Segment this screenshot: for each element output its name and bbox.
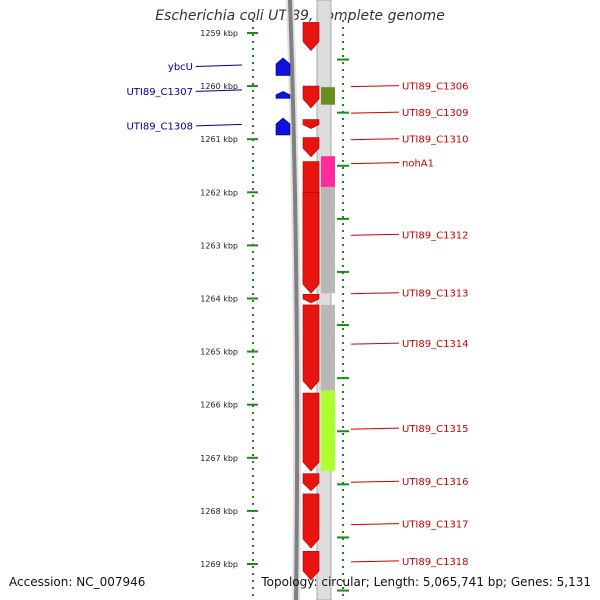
right-label-leader <box>350 523 400 526</box>
forward-gene-arrow <box>302 493 320 549</box>
left-gene-label: UTI89_C1307 <box>126 87 193 98</box>
map-title: Escherichia coli UTI89, complete genome <box>155 8 445 24</box>
axis-tick-label: 1269 kbp <box>200 560 238 569</box>
forward-gene-arrow <box>302 550 320 581</box>
right-label-leader <box>350 427 400 430</box>
reverse-gene-arrow <box>275 117 291 136</box>
reverse-gene-arrow <box>275 57 291 76</box>
right-gene-label: UTI89_C1306 <box>402 82 469 93</box>
genome-stats-text: Topology: circular; Length: 5,065,741 bp… <box>261 575 591 589</box>
feature-block <box>321 87 335 105</box>
feature-block <box>321 304 335 391</box>
left-label-leader <box>195 64 243 67</box>
left-label-leader <box>195 123 243 127</box>
left-gene-label: UTI89_C1308 <box>126 121 193 132</box>
axis-tick-label: 1267 kbp <box>200 454 238 463</box>
axis-tick-label: 1266 kbp <box>200 401 238 410</box>
axis-tick-label: 1265 kbp <box>200 348 238 357</box>
forward-gene-arrow <box>302 85 320 109</box>
forward-gene-arrow <box>302 473 320 492</box>
right-gene-label: UTI89_C1310 <box>402 135 469 146</box>
forward-gene-arrow <box>302 137 320 158</box>
left-label-leader <box>195 89 243 92</box>
right-label-leader <box>350 480 400 483</box>
right-label-leader <box>350 560 400 563</box>
axis-tick-label: 1262 kbp <box>200 188 238 197</box>
right-label-leader <box>350 292 400 295</box>
axis-tick-label: 1259 kbp <box>200 29 238 38</box>
axis-tick-label: 1268 kbp <box>200 507 238 516</box>
axis-tick-label: 1264 kbp <box>200 295 238 304</box>
forward-gene-arrow <box>302 192 320 294</box>
right-gene-label: nohA1 <box>402 159 434 170</box>
axis-tick-label: 1261 kbp <box>200 135 238 144</box>
right-label-leader <box>350 233 400 236</box>
right-gene-label: UTI89_C1318 <box>402 557 469 568</box>
right-gene-label: UTI89_C1316 <box>402 477 469 488</box>
reverse-gene-arrow <box>275 91 291 99</box>
right-gene-label: UTI89_C1312 <box>402 230 469 241</box>
forward-gene-arrow <box>302 293 320 304</box>
forward-gene-arrow <box>302 304 320 391</box>
right-label-leader <box>350 162 400 165</box>
feature-block <box>321 186 335 294</box>
axis-tick-label: 1260 kbp <box>200 82 238 91</box>
left-gene-label: ybcU <box>168 62 193 73</box>
right-label-leader <box>350 111 400 114</box>
forward-gene-arrow <box>302 22 320 51</box>
right-label-leader <box>350 85 400 88</box>
right-gene-label: UTI89_C1314 <box>402 339 469 350</box>
right-gene-label: UTI89_C1309 <box>402 108 469 119</box>
backbone-ring <box>288 0 300 600</box>
right-label-leader <box>350 342 400 345</box>
axis-tick-label: 1263 kbp <box>200 241 238 250</box>
forward-gene-arrow <box>302 119 320 129</box>
right-gene-label: UTI89_C1317 <box>402 520 469 531</box>
feature-block <box>321 156 335 187</box>
right-label-leader <box>350 138 400 141</box>
right-gene-label: UTI89_C1315 <box>402 424 469 435</box>
accession-text: Accession: NC_007946 <box>9 575 146 589</box>
forward-gene-arrow <box>302 392 320 472</box>
right-gene-label: UTI89_C1313 <box>402 289 469 300</box>
feature-block <box>321 390 335 472</box>
